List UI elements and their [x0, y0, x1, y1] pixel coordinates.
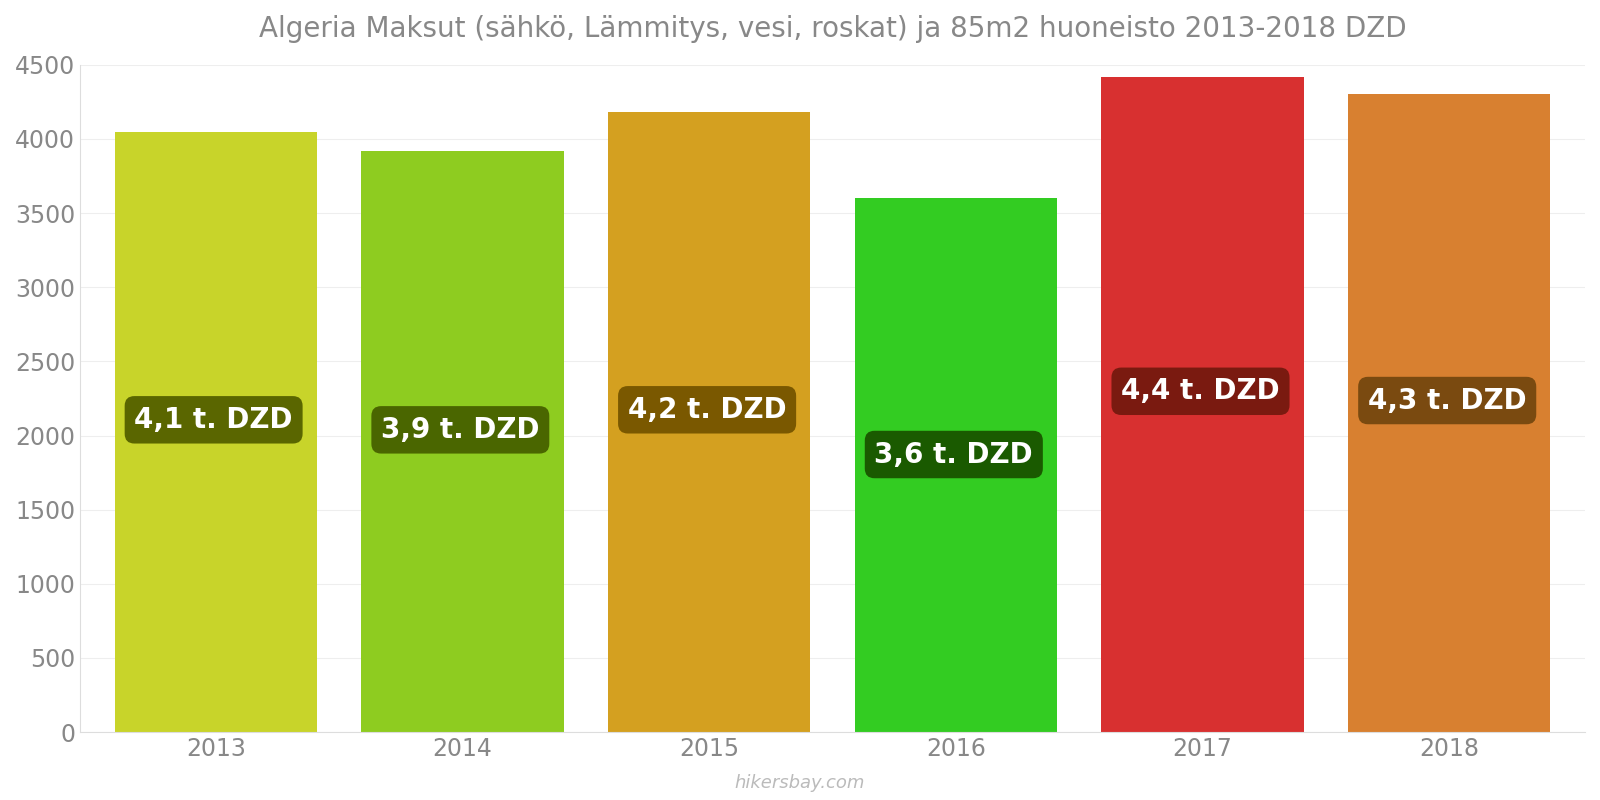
Text: 4,2 t. DZD: 4,2 t. DZD — [627, 396, 787, 424]
Bar — [854, 198, 1058, 732]
Text: 3,6 t. DZD: 3,6 t. DZD — [875, 441, 1034, 469]
Bar — [1349, 94, 1550, 732]
Bar — [1101, 77, 1304, 732]
Text: 4,1 t. DZD: 4,1 t. DZD — [134, 406, 293, 434]
Text: hikersbay.com: hikersbay.com — [734, 774, 866, 792]
Text: 3,9 t. DZD: 3,9 t. DZD — [381, 416, 539, 444]
Text: 4,3 t. DZD: 4,3 t. DZD — [1368, 386, 1526, 414]
Text: 4,4 t. DZD: 4,4 t. DZD — [1122, 378, 1280, 406]
Bar — [362, 150, 563, 732]
Title: Algeria Maksut (sähkö, Lämmitys, vesi, roskat) ja 85m2 huoneisto 2013-2018 DZD: Algeria Maksut (sähkö, Lämmitys, vesi, r… — [259, 15, 1406, 43]
Bar — [115, 131, 317, 732]
Bar — [608, 112, 810, 732]
